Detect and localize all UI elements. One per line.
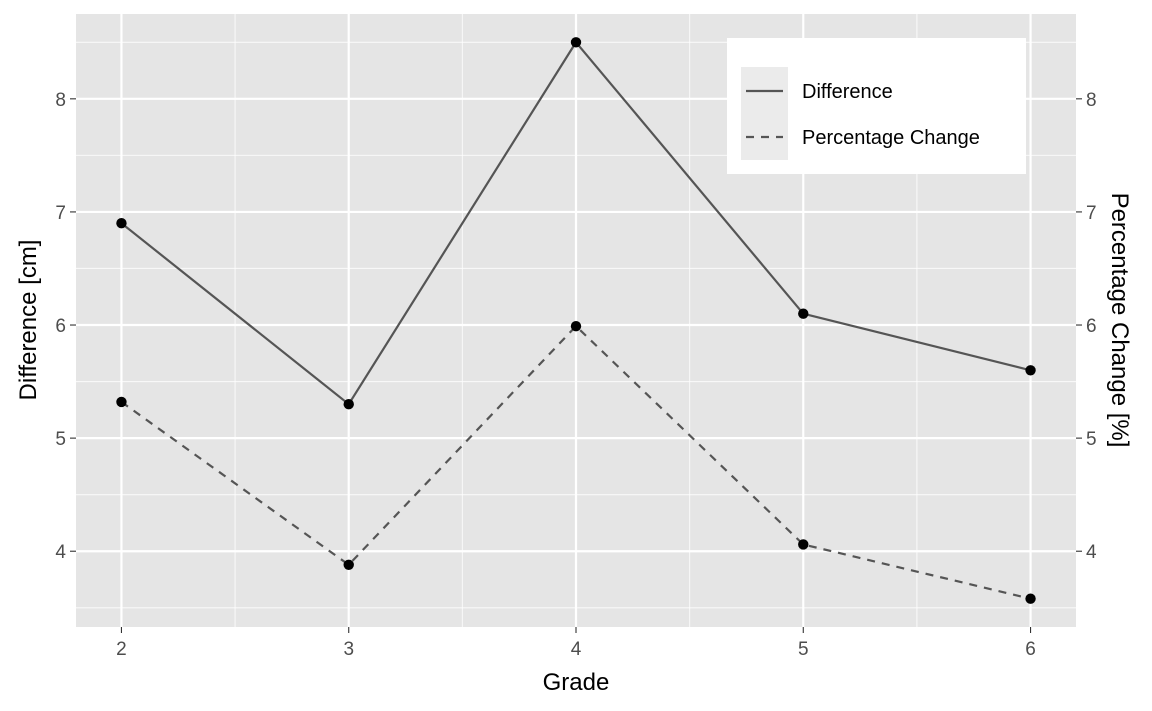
data-point-difference (570, 37, 582, 48)
data-point-percentage-change (570, 320, 582, 332)
x-tick-label: 3 (343, 639, 354, 660)
y-tick-label: 7 (55, 203, 66, 224)
y-tick-label: 8 (55, 90, 66, 111)
y-tick-label-right: 7 (1086, 203, 1097, 224)
y-tick-label: 4 (55, 542, 66, 563)
data-point-difference (1025, 365, 1036, 376)
y-axis-title-right: Percentage Change [%] (1106, 193, 1133, 448)
legend-label-difference: Difference (802, 81, 893, 103)
legend-label-percentage-change: Percentage Change (802, 127, 980, 149)
x-axis-title: Grade (543, 669, 610, 696)
data-point-difference (343, 398, 354, 410)
axes-layer: 2 3 4 5 6 4 5 6 7 8 4 5 6 7 8 (55, 90, 1097, 660)
data-point-difference (798, 308, 809, 319)
y-tick-label-right: 6 (1086, 316, 1097, 337)
legend: Difference Percentage Change (727, 38, 1026, 174)
y-tick-label-right: 4 (1086, 542, 1097, 563)
data-point-percentage-change (1025, 593, 1036, 604)
x-tick-label: 5 (798, 639, 809, 660)
x-tick-label: 2 (116, 639, 127, 660)
data-point-percentage-change (116, 396, 127, 408)
points-layer (116, 37, 1036, 604)
data-point-difference (116, 218, 127, 229)
series-line-percentage-change (120, 325, 1031, 600)
y-tick-label: 6 (55, 316, 66, 337)
data-point-percentage-change (798, 539, 809, 550)
y-tick-label-right: 8 (1086, 90, 1097, 111)
y-tick-label: 5 (55, 429, 66, 450)
x-tick-label: 6 (1025, 639, 1036, 660)
x-tick-label: 4 (571, 639, 582, 660)
y-axis-title: Difference [cm] (15, 240, 42, 401)
y-tick-label-right: 5 (1086, 429, 1097, 450)
data-point-percentage-change (343, 559, 354, 570)
